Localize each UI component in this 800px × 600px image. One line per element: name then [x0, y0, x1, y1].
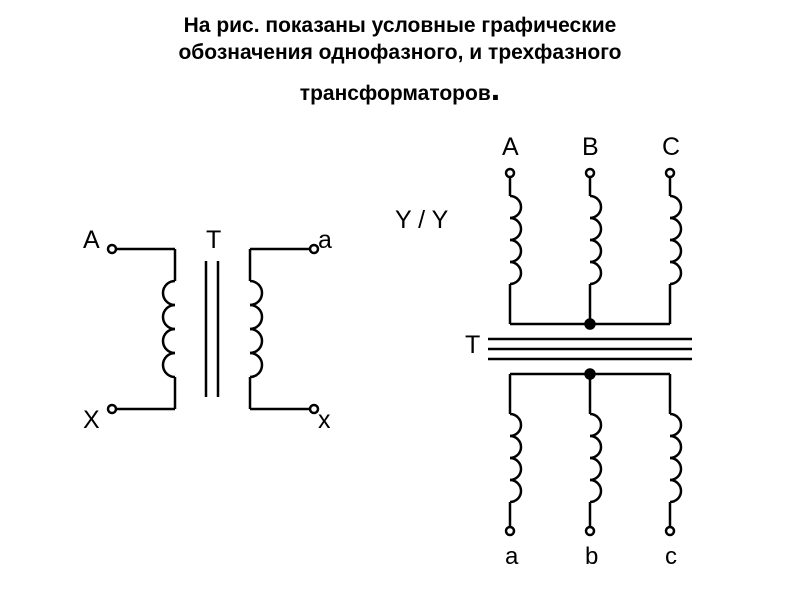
page-title: На рис. показаны условные графические об…	[0, 0, 800, 111]
title-line-3: трансформаторов	[300, 82, 491, 105]
diagram-area: T A X a x Y / Y T A B C a b c	[0, 111, 800, 591]
title-line-1: На рис. показаны условные графические	[184, 14, 617, 37]
title-line-2: обозначения однофазного, и трехфазного	[178, 41, 621, 64]
transformer-svg	[0, 111, 800, 591]
